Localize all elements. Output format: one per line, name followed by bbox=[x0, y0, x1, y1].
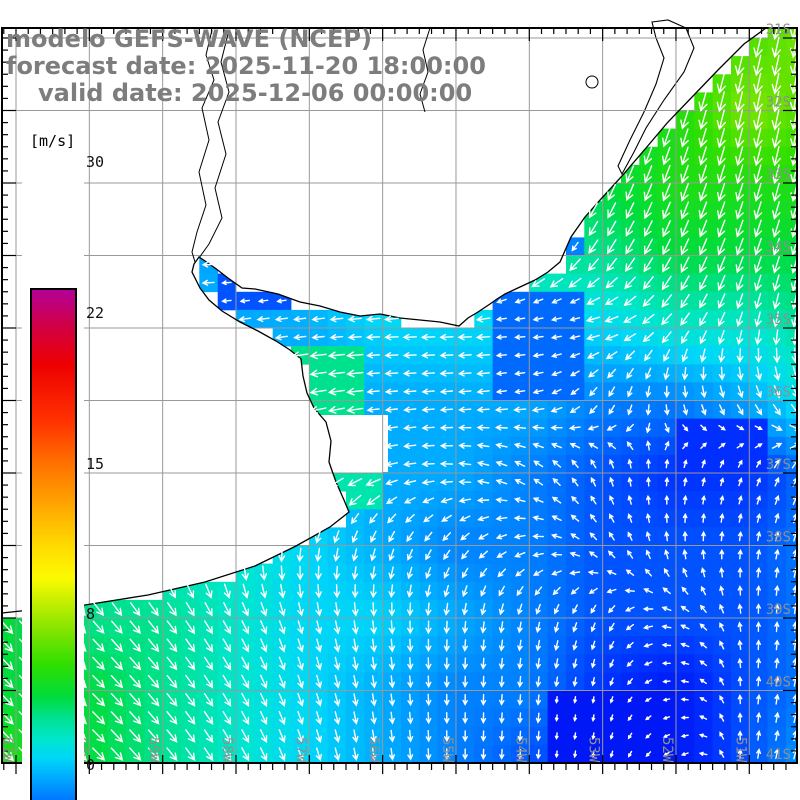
lat-label: 34S bbox=[766, 240, 791, 256]
coastline bbox=[1, 27, 767, 614]
colorbar-tick-label: 30 bbox=[86, 153, 105, 171]
land-fill bbox=[2, 28, 766, 613]
graticule-layer bbox=[2, 28, 797, 763]
river-line bbox=[191, 29, 215, 263]
lat-label: 32S bbox=[766, 95, 791, 111]
lon-label: 56W bbox=[366, 737, 382, 763]
lon-label: 51W bbox=[732, 737, 748, 763]
wind-arrows-layer bbox=[2, 28, 797, 762]
lon-label: 61W bbox=[0, 737, 15, 763]
colorbar-tick-label: 22 bbox=[86, 303, 105, 322]
axis-ticks bbox=[2, 28, 797, 774]
lon-label: 59W bbox=[146, 737, 162, 763]
lake bbox=[585, 75, 599, 89]
lon-label: 53W bbox=[586, 737, 602, 763]
lat-label: 39S bbox=[766, 602, 791, 618]
map-frame bbox=[1, 27, 798, 764]
coastline-layer bbox=[1, 27, 767, 614]
river-line bbox=[419, 27, 431, 113]
lon-label: 55W bbox=[439, 737, 455, 763]
colorbar-tick-label: 8 bbox=[86, 605, 96, 624]
colorbar-tick-label: 15 bbox=[86, 454, 105, 473]
lon-labels: 61W60W59W58W57W56W55W54W53W52W51W bbox=[0, 737, 748, 763]
colorbar: [m/s] 30 22 15 8 0 bbox=[22, 126, 104, 800]
lat-label: 36S bbox=[766, 385, 791, 401]
lat-label: 35S bbox=[766, 312, 791, 328]
river-line bbox=[198, 33, 230, 259]
lon-label: 57W bbox=[292, 737, 308, 763]
lat-labels: 31S 32S 33S 34S 35S 36S 37S 38S 39S 40S 41S bbox=[766, 22, 791, 763]
lat-label: 37S bbox=[766, 457, 791, 473]
colorbar-tick-label: 0 bbox=[86, 756, 96, 774]
lat-label: 41S bbox=[766, 747, 791, 763]
lon-label: 52W bbox=[659, 737, 675, 763]
colorbar-unit-label: [m/s] bbox=[30, 132, 76, 150]
lat-label: 40S bbox=[766, 675, 791, 691]
colorbar-gradient bbox=[30, 288, 77, 800]
lon-label: 58W bbox=[219, 737, 235, 763]
lat-label: 38S bbox=[766, 530, 791, 546]
lon-label: 54W bbox=[512, 737, 528, 763]
land-cells-patch bbox=[312, 415, 388, 472]
lat-label: 31S bbox=[766, 22, 791, 38]
lat-label: 33S bbox=[766, 167, 791, 183]
